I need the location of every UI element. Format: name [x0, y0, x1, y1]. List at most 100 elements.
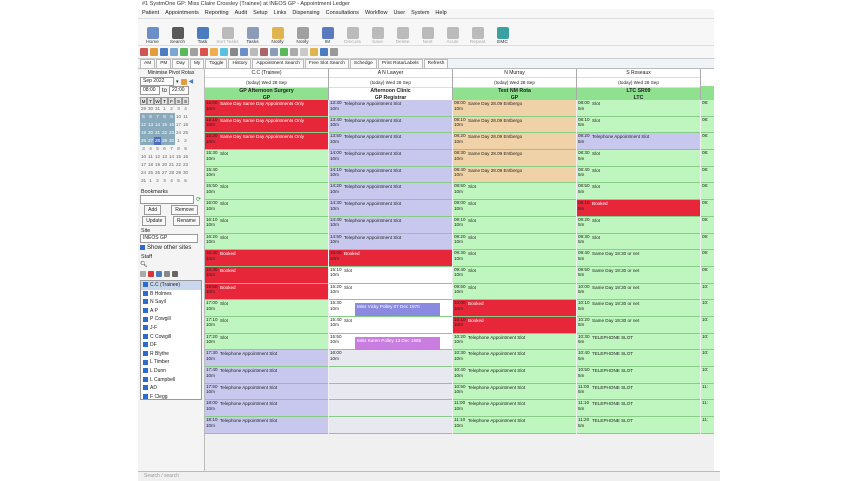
- calendar-day[interactable]: 10: [175, 114, 182, 119]
- appointment-slot[interactable]: 15:30 10m Miss Vicky Polley 07 Dec 1970: [329, 300, 452, 317]
- calendar-day[interactable]: 8: [161, 113, 168, 121]
- calendar-day[interactable]: 16: [182, 154, 189, 159]
- staff-checkbox[interactable]: [143, 282, 148, 288]
- appointment-slot[interactable]: 08:40 5m Slot: [577, 166, 700, 184]
- add-bookmark-button[interactable]: Add: [144, 204, 162, 215]
- appointment-slot[interactable]: 08:: [701, 100, 714, 117]
- minimise-pivot-rotas[interactable]: Minimise Pivot Rotas: [147, 70, 195, 76]
- calendar-day[interactable]: 6: [184, 178, 187, 183]
- staff-item[interactable]: F Clegg: [141, 393, 201, 399]
- appointment-slot[interactable]: 11:10 10m Telephone Appointment Slot: [453, 417, 576, 434]
- staff-item[interactable]: R Blythe: [141, 350, 201, 359]
- tab-print-rota-labels[interactable]: Print Rota/Labels: [377, 58, 423, 69]
- appointment-slot[interactable]: 10:40 10m Telephone Appointment Slot: [453, 367, 576, 384]
- appointment-slot[interactable]: 08:30 5m Slot: [577, 150, 700, 167]
- quick-action-icon[interactable]: [200, 48, 208, 56]
- staff-filter4-icon[interactable]: [164, 270, 170, 277]
- quick-action-icon[interactable]: [190, 48, 198, 56]
- toolbar-sort-tasks-button[interactable]: Sort Tasks: [215, 27, 240, 45]
- quick-action-icon[interactable]: [220, 48, 228, 56]
- calendar-day[interactable]: 12: [154, 154, 161, 159]
- appointment-slot[interactable]: 11:: [701, 383, 714, 401]
- staff-checkbox[interactable]: [143, 385, 148, 391]
- staff-filter5-icon[interactable]: [172, 270, 178, 277]
- calendar-day[interactable]: 29: [175, 170, 182, 175]
- quick-action-icon[interactable]: [210, 48, 218, 56]
- quick-action-icon[interactable]: [300, 48, 308, 56]
- appointment-slot[interactable]: 14:10 10m Telephone Appointment Slot: [329, 166, 452, 184]
- calendar-day[interactable]: 9: [184, 146, 187, 151]
- toolbar-save-button[interactable]: Save: [365, 27, 390, 45]
- staff-checkbox[interactable]: [143, 393, 148, 399]
- chevron-down-icon[interactable]: ▾: [176, 78, 179, 85]
- staff-item[interactable]: B Holmes: [141, 290, 201, 299]
- calendar-day[interactable]: 30: [182, 170, 189, 175]
- menu-item[interactable]: Audit: [234, 10, 248, 16]
- staff-item[interactable]: N Sayil: [141, 298, 201, 307]
- quick-action-icon[interactable]: [140, 48, 148, 56]
- calendar-day[interactable]: 27: [147, 137, 154, 145]
- menu-item[interactable]: User: [393, 10, 406, 16]
- appointment-slot[interactable]: 15:10 10m Slot: [329, 266, 452, 284]
- calendar-day[interactable]: 10: [140, 154, 147, 159]
- calendar-day[interactable]: 6: [163, 146, 166, 151]
- appointment-slot[interactable]: 15:50 10m Miss Karen Polley 13 Dec 1985: [329, 333, 452, 351]
- calendar-day[interactable]: 16: [168, 121, 175, 129]
- calendar-day[interactable]: 1: [177, 138, 180, 143]
- booked-appointment[interactable]: Miss Karen Polley 13 Dec 1985: [355, 336, 440, 350]
- appointment-slot[interactable]: 08:10 5m Slot: [577, 116, 700, 134]
- staff-checkbox[interactable]: [143, 307, 148, 313]
- staff-checkbox[interactable]: [143, 376, 148, 382]
- tab-pm[interactable]: PM: [156, 58, 172, 69]
- arrow-left-icon[interactable]: ◀: [188, 79, 194, 85]
- appointment-slot[interactable]: 09:50 10m Slot: [453, 283, 576, 301]
- staff-item[interactable]: A P: [141, 307, 201, 316]
- appointment-slot[interactable]: [329, 383, 452, 401]
- staff-item[interactable]: DF: [141, 341, 201, 350]
- appointment-slot[interactable]: 13:50 10m Telephone Appointment Slot: [329, 133, 452, 151]
- appointment-slot[interactable]: 08:20 10m Same Day 28.09 Entbergo: [453, 133, 576, 151]
- quick-action-icon[interactable]: [230, 48, 238, 56]
- appointment-slot[interactable]: 15:20 10m Slot: [329, 283, 452, 301]
- staff-filter-icon[interactable]: [140, 270, 146, 277]
- tab-free-slot-search[interactable]: Free Slot Search: [304, 58, 349, 69]
- tab-history[interactable]: History: [228, 58, 252, 69]
- appointment-slot[interactable]: 08:50 5m Slot: [577, 183, 700, 201]
- calendar-day[interactable]: 23: [182, 162, 189, 167]
- calendar-day[interactable]: 11: [148, 154, 153, 159]
- calendar-day[interactable]: 18: [147, 162, 154, 167]
- calendar-day[interactable]: 20: [147, 129, 154, 137]
- calendar-day[interactable]: 5: [177, 178, 180, 183]
- appointment-slot[interactable]: 17:50 10m Telephone Appointment Slot: [205, 383, 328, 401]
- staff-item[interactable]: L Campbell: [141, 376, 201, 385]
- calendar-day[interactable]: 4: [184, 106, 187, 111]
- rename-bookmark-button[interactable]: Rename: [172, 215, 200, 226]
- staff-checkbox[interactable]: [143, 333, 148, 339]
- appointment-slot[interactable]: 09:00 10m Slot: [453, 200, 576, 217]
- appointment-slot[interactable]: 10:30 5m TELEPHONE SLOT: [577, 333, 700, 351]
- appointment-slot[interactable]: 15:40 10m Slot: [329, 316, 452, 334]
- appointment-slot[interactable]: 16:10 10m Slot: [205, 216, 328, 234]
- menu-item[interactable]: Setup: [253, 10, 268, 16]
- toolbar-notify-button[interactable]: Notify: [265, 27, 290, 45]
- calendar-day[interactable]: 3: [142, 146, 145, 151]
- calendar-icon[interactable]: [180, 78, 187, 85]
- quick-action-icon[interactable]: [250, 48, 258, 56]
- staff-filter2-icon[interactable]: [148, 270, 154, 277]
- appointment-slot[interactable]: 10:00 10m Booked: [453, 300, 576, 317]
- appointment-slot[interactable]: 08:40 10m Same Day 28.09 Entbergo: [453, 166, 576, 184]
- appointment-slot[interactable]: 08:10 10m Same Day 28.09 Entbergo: [453, 116, 576, 134]
- search-status-bar[interactable]: Search / search: [138, 471, 720, 481]
- calendar-day[interactable]: 7: [154, 113, 161, 121]
- appointment-slot[interactable]: 10:30 10m Telephone Appointment Slot: [453, 350, 576, 367]
- calendar-day[interactable]: 30: [168, 137, 175, 145]
- appointment-slot[interactable]: 17:10 10m Slot: [205, 316, 328, 334]
- quick-action-icon[interactable]: [330, 48, 338, 56]
- appointment-slot[interactable]: 09:20 10m Slot: [453, 233, 576, 251]
- toolbar-delete-button[interactable]: Delete: [390, 27, 415, 45]
- staff-checkbox[interactable]: [143, 325, 148, 331]
- toolbar-next-button[interactable]: Next: [415, 27, 440, 45]
- staff-item[interactable]: P Cowgill: [141, 315, 201, 324]
- calendar-day[interactable]: 31: [140, 178, 147, 183]
- toolbar-task-button[interactable]: Task: [190, 27, 215, 45]
